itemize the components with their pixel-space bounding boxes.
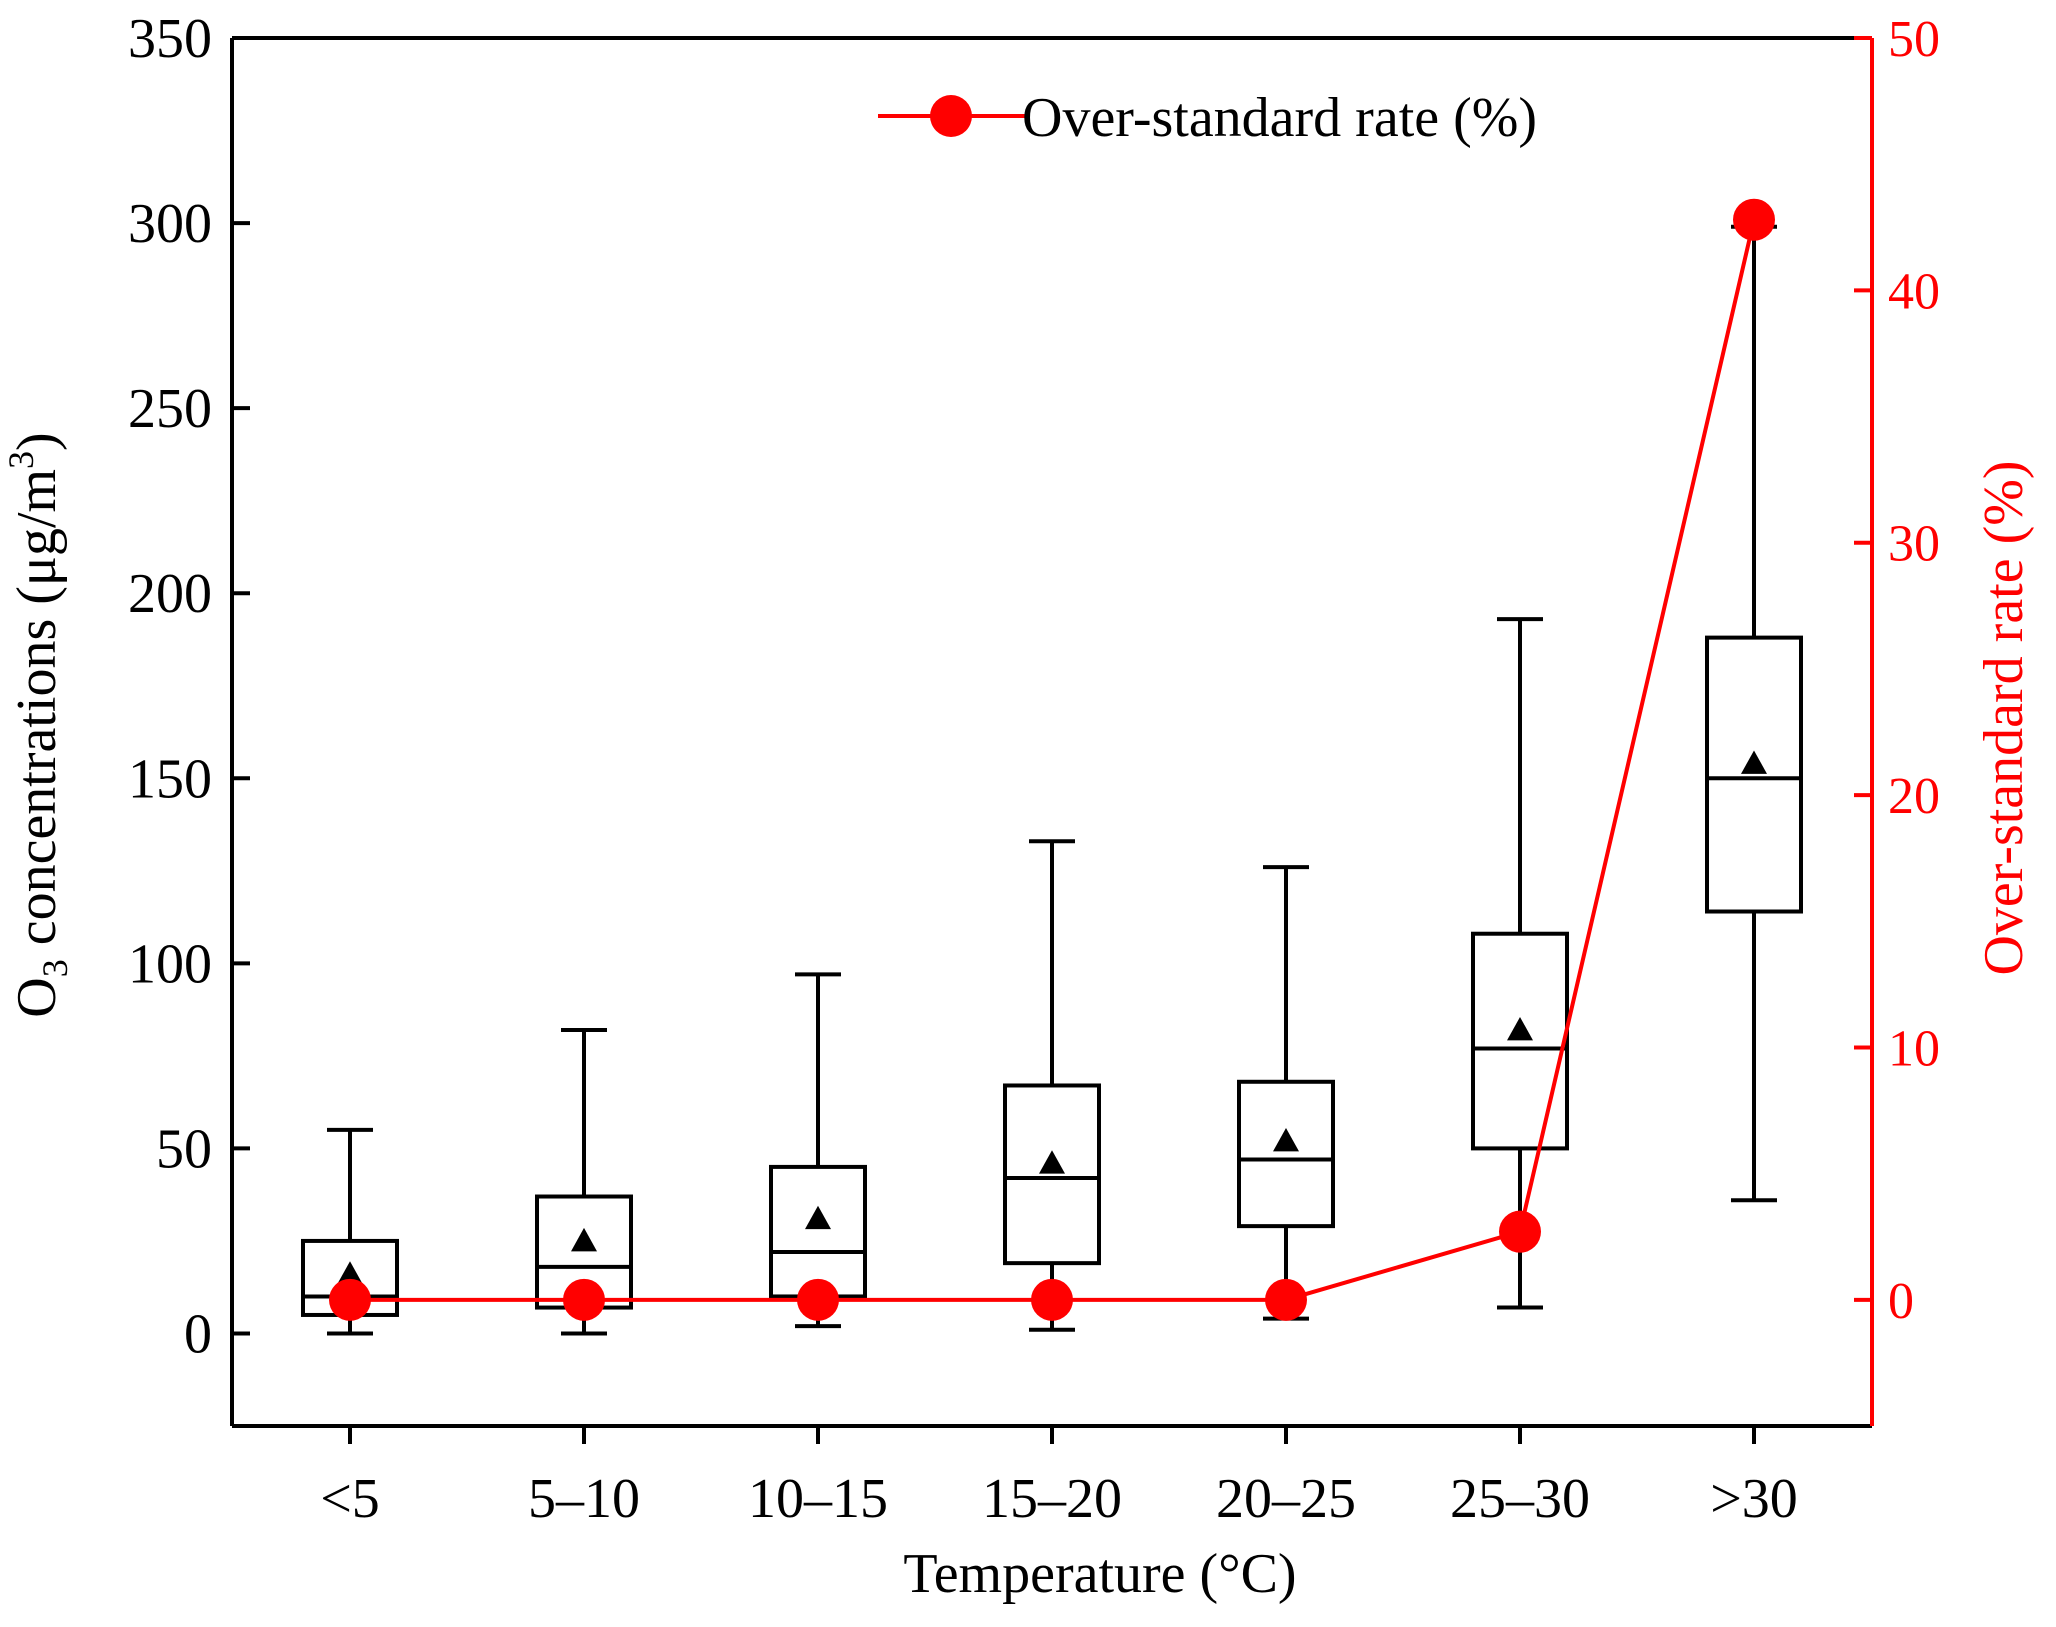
y-axis-title-right: Over-standard rate (%) bbox=[1973, 460, 2035, 975]
rate-series-layer bbox=[329, 198, 1775, 1321]
axes-layer bbox=[230, 36, 1874, 1444]
x-tick-label: >30 bbox=[1710, 1468, 1798, 1530]
mean-marker bbox=[1741, 750, 1767, 774]
mean-marker bbox=[1039, 1150, 1065, 1174]
x-axis-title: Temperature (°C) bbox=[903, 1543, 1296, 1605]
y-tick-label-left: 250 bbox=[128, 378, 212, 440]
y-tick-label-right: 40 bbox=[1888, 263, 1940, 320]
labels-layer: 0 50 100 150 200 250 300 350 0 10 20 30 40 50 <5 5–10 10… bbox=[128, 8, 1940, 1530]
x-tick-label: <5 bbox=[320, 1468, 380, 1530]
y-axis-title-main: concentrations (μg/m bbox=[6, 469, 68, 959]
y-axis-title-left: O3 concentrations (μg/m3) bbox=[1, 432, 75, 1017]
mean-marker bbox=[1273, 1127, 1299, 1152]
box-group bbox=[1237, 865, 1335, 1321]
x-tick-label: 25–30 bbox=[1450, 1468, 1590, 1530]
rate-point bbox=[797, 1278, 839, 1321]
y-axis-title-suffix: ) bbox=[6, 432, 68, 451]
x-tick-label: 10–15 bbox=[748, 1468, 888, 1530]
legend: Over-standard rate (%) bbox=[878, 87, 1537, 149]
mean-marker bbox=[337, 1261, 363, 1285]
legend-marker bbox=[930, 95, 972, 137]
box-iqr bbox=[1003, 1083, 1101, 1266]
rate-point bbox=[1499, 1210, 1541, 1253]
y-tick-label-right: 10 bbox=[1888, 1020, 1940, 1077]
box-iqr bbox=[1237, 1079, 1335, 1229]
legend-label: Over-standard rate (%) bbox=[1022, 87, 1537, 149]
box-iqr bbox=[1471, 931, 1569, 1151]
y-axis-title-subscript: 3 bbox=[35, 959, 75, 977]
box-group bbox=[769, 972, 867, 1329]
y-tick-label-left: 0 bbox=[184, 1303, 212, 1365]
rate-point bbox=[1031, 1278, 1073, 1321]
x-tick-label: 15–20 bbox=[982, 1468, 1122, 1530]
y-axis-title-superscript: 3 bbox=[1, 451, 41, 469]
box-iqr bbox=[769, 1164, 867, 1299]
y-tick-label-right: 30 bbox=[1888, 516, 1940, 573]
y-tick-label-left: 200 bbox=[128, 563, 212, 625]
y-axis-title-prefix: O bbox=[6, 977, 68, 1017]
y-tick-label-right: 50 bbox=[1888, 11, 1940, 68]
y-tick-label-left: 150 bbox=[128, 748, 212, 810]
y-tick-label-left: 50 bbox=[156, 1118, 212, 1180]
boxes-layer bbox=[301, 224, 1803, 1336]
x-tick-label: 5–10 bbox=[528, 1468, 640, 1530]
y-tick-label-left: 350 bbox=[128, 8, 212, 70]
mean-marker bbox=[1507, 1016, 1533, 1041]
rate-point bbox=[329, 1278, 371, 1321]
box-group bbox=[1003, 839, 1101, 1332]
box-group bbox=[535, 1027, 633, 1336]
rate-point bbox=[563, 1278, 605, 1321]
mean-marker bbox=[805, 1205, 831, 1230]
mean-marker bbox=[571, 1227, 597, 1252]
x-tick-label: 20–25 bbox=[1216, 1468, 1356, 1530]
y-tick-label-right: 20 bbox=[1888, 768, 1940, 825]
y-tick-label-left: 100 bbox=[128, 933, 212, 995]
rate-point bbox=[1265, 1278, 1307, 1321]
rate-point bbox=[1733, 198, 1775, 241]
y-tick-label-right: 0 bbox=[1888, 1273, 1914, 1330]
box-group bbox=[1705, 224, 1803, 1203]
y-tick-label-left: 300 bbox=[128, 193, 212, 255]
box-iqr bbox=[1705, 635, 1803, 914]
